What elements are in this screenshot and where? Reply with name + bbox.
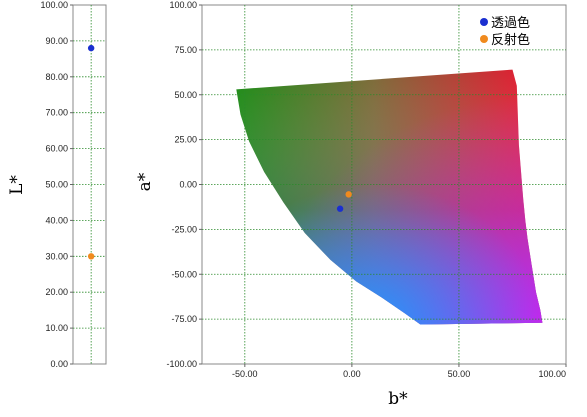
gamut-region xyxy=(236,69,543,325)
legend-marker-transmitted xyxy=(480,18,488,26)
l-axis-title: L* xyxy=(7,175,27,195)
ab-y-tick-label: 100.00 xyxy=(169,0,197,10)
ab-x-tick-label: 50.00 xyxy=(448,369,471,379)
ab-y-tick-label: -75.00 xyxy=(171,314,197,324)
l-points xyxy=(87,44,95,260)
l-tick-label: 20.00 xyxy=(45,287,68,297)
ab-gridlines xyxy=(199,4,567,367)
ab-y-tick-label: -100.00 xyxy=(166,359,197,369)
ab-x-axis-title: b* xyxy=(388,389,408,409)
l-tick-label: 0.00 xyxy=(50,359,68,369)
ab-x-tick-labels: -50.00 0.00 50.00 100.00 xyxy=(232,369,566,379)
ab-plot: 100.00 75.00 50.00 25.00 0.00 -25.00 -50.00 -75… xyxy=(135,0,567,409)
l-tick-label: 40.00 xyxy=(45,215,68,225)
ab-x-tick-label: 0.00 xyxy=(343,369,361,379)
ab-y-tick-label: -50.00 xyxy=(171,269,197,279)
l-point xyxy=(87,253,95,260)
ab-point xyxy=(336,205,344,212)
l-tick-label: 70.00 xyxy=(45,108,68,118)
legend-marker-reflected xyxy=(480,35,488,43)
l-tick-label: 50.00 xyxy=(45,180,68,190)
l-tick-label: 100.00 xyxy=(40,0,68,10)
ab-y-axis-title: a* xyxy=(135,172,155,191)
ab-point xyxy=(345,191,352,198)
ab-x-tick-label: -50.00 xyxy=(232,369,258,379)
legend: 透過色 反射色 xyxy=(480,15,530,48)
l-tick-label: 30.00 xyxy=(45,251,68,261)
ab-y-tick-label: -25.00 xyxy=(171,224,197,234)
ab-y-tick-label: 75.00 xyxy=(174,45,197,55)
l-star-plot: 0.00 10.00 20.00 30.00 40.00 50.00 60.00 70.00 8… xyxy=(7,0,107,369)
ab-y-tick-labels: 100.00 75.00 50.00 25.00 0.00 -25.00 -50.00 -75… xyxy=(166,0,197,369)
gamut-cyan-overlay xyxy=(236,69,543,325)
ab-y-tick-label: 0.00 xyxy=(179,180,197,190)
legend-label-reflected: 反射色 xyxy=(491,32,530,48)
ab-points xyxy=(336,191,352,212)
legend-label-transmitted: 透過色 xyxy=(491,15,530,31)
l-point xyxy=(87,44,95,52)
ab-y-tick-label: 25.00 xyxy=(174,135,197,145)
l-tick-label: 10.00 xyxy=(45,323,68,333)
ab-y-tick-label: 50.00 xyxy=(174,90,197,100)
l-tick-label: 60.00 xyxy=(45,144,68,154)
l-tick-labels: 0.00 10.00 20.00 30.00 40.00 50.00 60.00 70.00 8… xyxy=(40,0,68,369)
l-tick-label: 90.00 xyxy=(45,36,68,46)
l-tick-label: 80.00 xyxy=(45,72,68,82)
ab-x-tick-label: 100.00 xyxy=(538,369,566,379)
